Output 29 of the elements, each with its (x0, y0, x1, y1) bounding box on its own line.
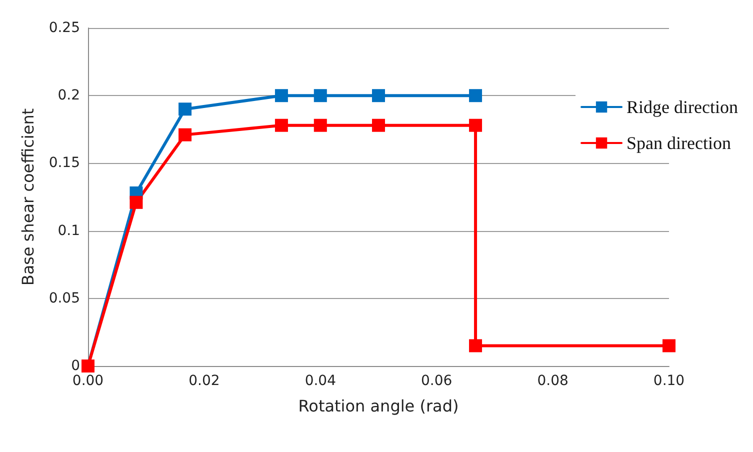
y-tick-label: 0.1 (58, 222, 80, 239)
y-tick-label: 0.25 (48, 20, 80, 36)
x-tick-label: 0.06 (421, 373, 452, 389)
point (469, 89, 482, 102)
point (130, 196, 143, 209)
x-tick-label: 0.04 (304, 373, 336, 389)
y-tick-label: 0.05 (48, 290, 80, 306)
x-tick-label: 0.08 (537, 373, 568, 389)
x-tick-label: 0.02 (188, 373, 220, 389)
point (662, 339, 676, 352)
x-tick-label: 0.10 (653, 373, 685, 389)
point (372, 118, 385, 132)
point (274, 89, 288, 102)
y-tick-label: 0.15 (48, 155, 80, 172)
point (469, 118, 482, 132)
y-tick-label: 0 (71, 358, 80, 374)
x-axis-title: Rotation angle (rad) (298, 396, 459, 416)
y-tick-label: 0.2 (58, 88, 80, 104)
x-tick-label: 0.00 (72, 373, 104, 389)
y-axis-title: Base shear coefficient (18, 108, 38, 286)
point (178, 128, 192, 142)
point (274, 118, 288, 132)
point (372, 89, 385, 102)
point (178, 102, 192, 116)
point (314, 118, 327, 132)
legend-label: Span direction (626, 133, 732, 153)
point (469, 339, 482, 352)
legend-label: Ridge direction (626, 97, 738, 117)
point (314, 89, 327, 102)
